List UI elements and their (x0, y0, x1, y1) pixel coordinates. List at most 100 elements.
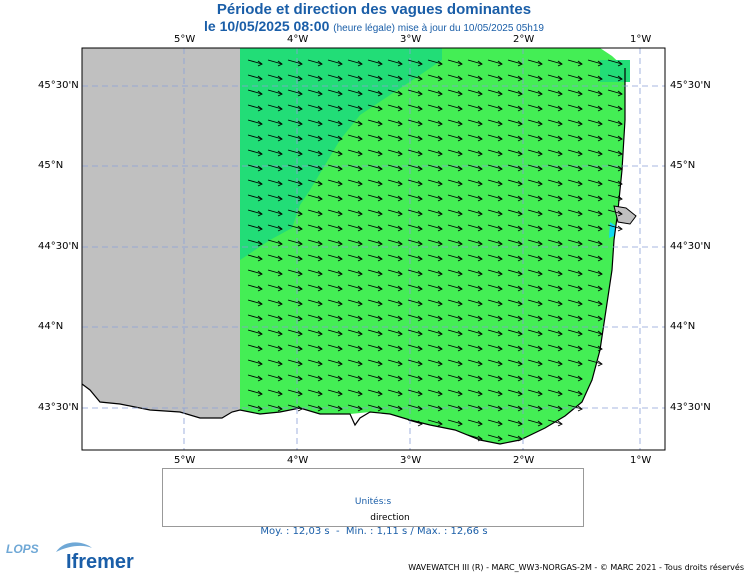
direction-label: direction (370, 513, 410, 523)
direction-arrow (347, 164, 363, 172)
direction-arrow (387, 134, 403, 142)
direction-arrow (487, 224, 503, 232)
direction-arrow (387, 254, 403, 262)
direction-arrow (247, 239, 263, 247)
direction-arrow (607, 104, 623, 112)
direction-arrow (307, 59, 323, 67)
direction-arrow (287, 374, 303, 382)
direction-arrow (367, 239, 383, 247)
direction-arrow (447, 299, 463, 307)
direction-arrow (547, 389, 563, 397)
direction-arrow (507, 194, 523, 202)
lat-label-right: 45°30'N (670, 80, 711, 91)
direction-arrow (587, 89, 603, 97)
direction-arrow (447, 59, 463, 67)
graticule (82, 48, 665, 450)
direction-arrow (487, 329, 503, 337)
direction-arrow (247, 89, 263, 97)
direction-arrow (567, 404, 583, 412)
direction-arrow (427, 194, 443, 202)
direction-arrow (467, 419, 483, 427)
direction-arrow (267, 239, 283, 247)
direction-arrow (427, 374, 443, 382)
direction-arrow (247, 374, 263, 382)
direction-arrow (607, 179, 623, 187)
direction-arrow (327, 59, 343, 67)
direction-arrow (467, 299, 483, 307)
direction-arrow (487, 284, 503, 292)
direction-arrow (507, 104, 523, 112)
direction-arrow (407, 284, 423, 292)
lat-label-right: 44°N (670, 321, 696, 332)
direction-arrow (387, 149, 403, 157)
direction-arrow (527, 329, 543, 337)
direction-arrow (287, 284, 303, 292)
direction-arrow (487, 134, 503, 142)
direction-arrow (547, 119, 563, 127)
direction-arrow (507, 314, 523, 322)
direction-arrow (367, 404, 383, 412)
direction-arrow (527, 344, 543, 352)
direction-arrow (467, 284, 483, 292)
direction-arrow (387, 89, 403, 97)
direction-arrow (407, 344, 423, 352)
direction-arrow (467, 359, 483, 367)
direction-arrow (327, 329, 343, 337)
direction-arrow (487, 239, 503, 247)
direction-arrow (447, 269, 463, 277)
direction-arrow (567, 389, 583, 397)
lat-label-left: 44°N (38, 321, 64, 332)
direction-arrow (387, 74, 403, 82)
direction-arrow (347, 269, 363, 277)
direction-arrow (247, 299, 263, 307)
direction-arrow (327, 284, 343, 292)
map-frame (81, 47, 666, 451)
direction-arrow (467, 194, 483, 202)
direction-arrow (287, 224, 303, 232)
direction-arrow (447, 179, 463, 187)
direction-arrow (567, 224, 583, 232)
direction-arrow (287, 269, 303, 277)
direction-arrow (547, 299, 563, 307)
lat-label-right: 43°30'N (670, 402, 711, 413)
direction-arrow (407, 299, 423, 307)
direction-arrow (567, 74, 583, 82)
direction-arrow (467, 134, 483, 142)
direction-arrow (527, 314, 543, 322)
direction-arrow (267, 149, 283, 157)
direction-arrow (327, 74, 343, 82)
direction-arrow (507, 389, 523, 397)
direction-arrow (367, 254, 383, 262)
direction-arrow (447, 239, 463, 247)
direction-arrow (327, 149, 343, 157)
direction-arrow (567, 314, 583, 322)
direction-arrow (507, 74, 523, 82)
forecast-date: le 10/05/2025 08:00 (204, 18, 330, 34)
direction-arrow (287, 344, 303, 352)
direction-arrow (467, 164, 483, 172)
lops-logo: LOPS (6, 542, 39, 556)
direction-arrow (347, 224, 363, 232)
direction-arrow (547, 179, 563, 187)
direction-arrow (427, 74, 443, 82)
direction-arrow (307, 239, 323, 247)
direction-arrow (507, 239, 523, 247)
direction-arrow (367, 314, 383, 322)
direction-arrow (467, 434, 483, 442)
direction-arrow (507, 419, 523, 427)
direction-arrow (347, 389, 363, 397)
direction-arrow (267, 74, 283, 82)
direction-arrow (547, 239, 563, 247)
direction-arrow (247, 314, 263, 322)
direction-arrow (367, 299, 383, 307)
direction-arrow (387, 164, 403, 172)
stat-minmax: Min. : 1,11 s / Max. : 12,66 s (345, 526, 488, 537)
direction-arrow (567, 104, 583, 112)
direction-arrow (247, 389, 263, 397)
direction-arrow (487, 299, 503, 307)
direction-arrow (367, 89, 383, 97)
direction-arrow (267, 179, 283, 187)
direction-arrow (387, 209, 403, 217)
lat-label-left: 44°30'N (38, 241, 79, 252)
direction-arrow (507, 149, 523, 157)
